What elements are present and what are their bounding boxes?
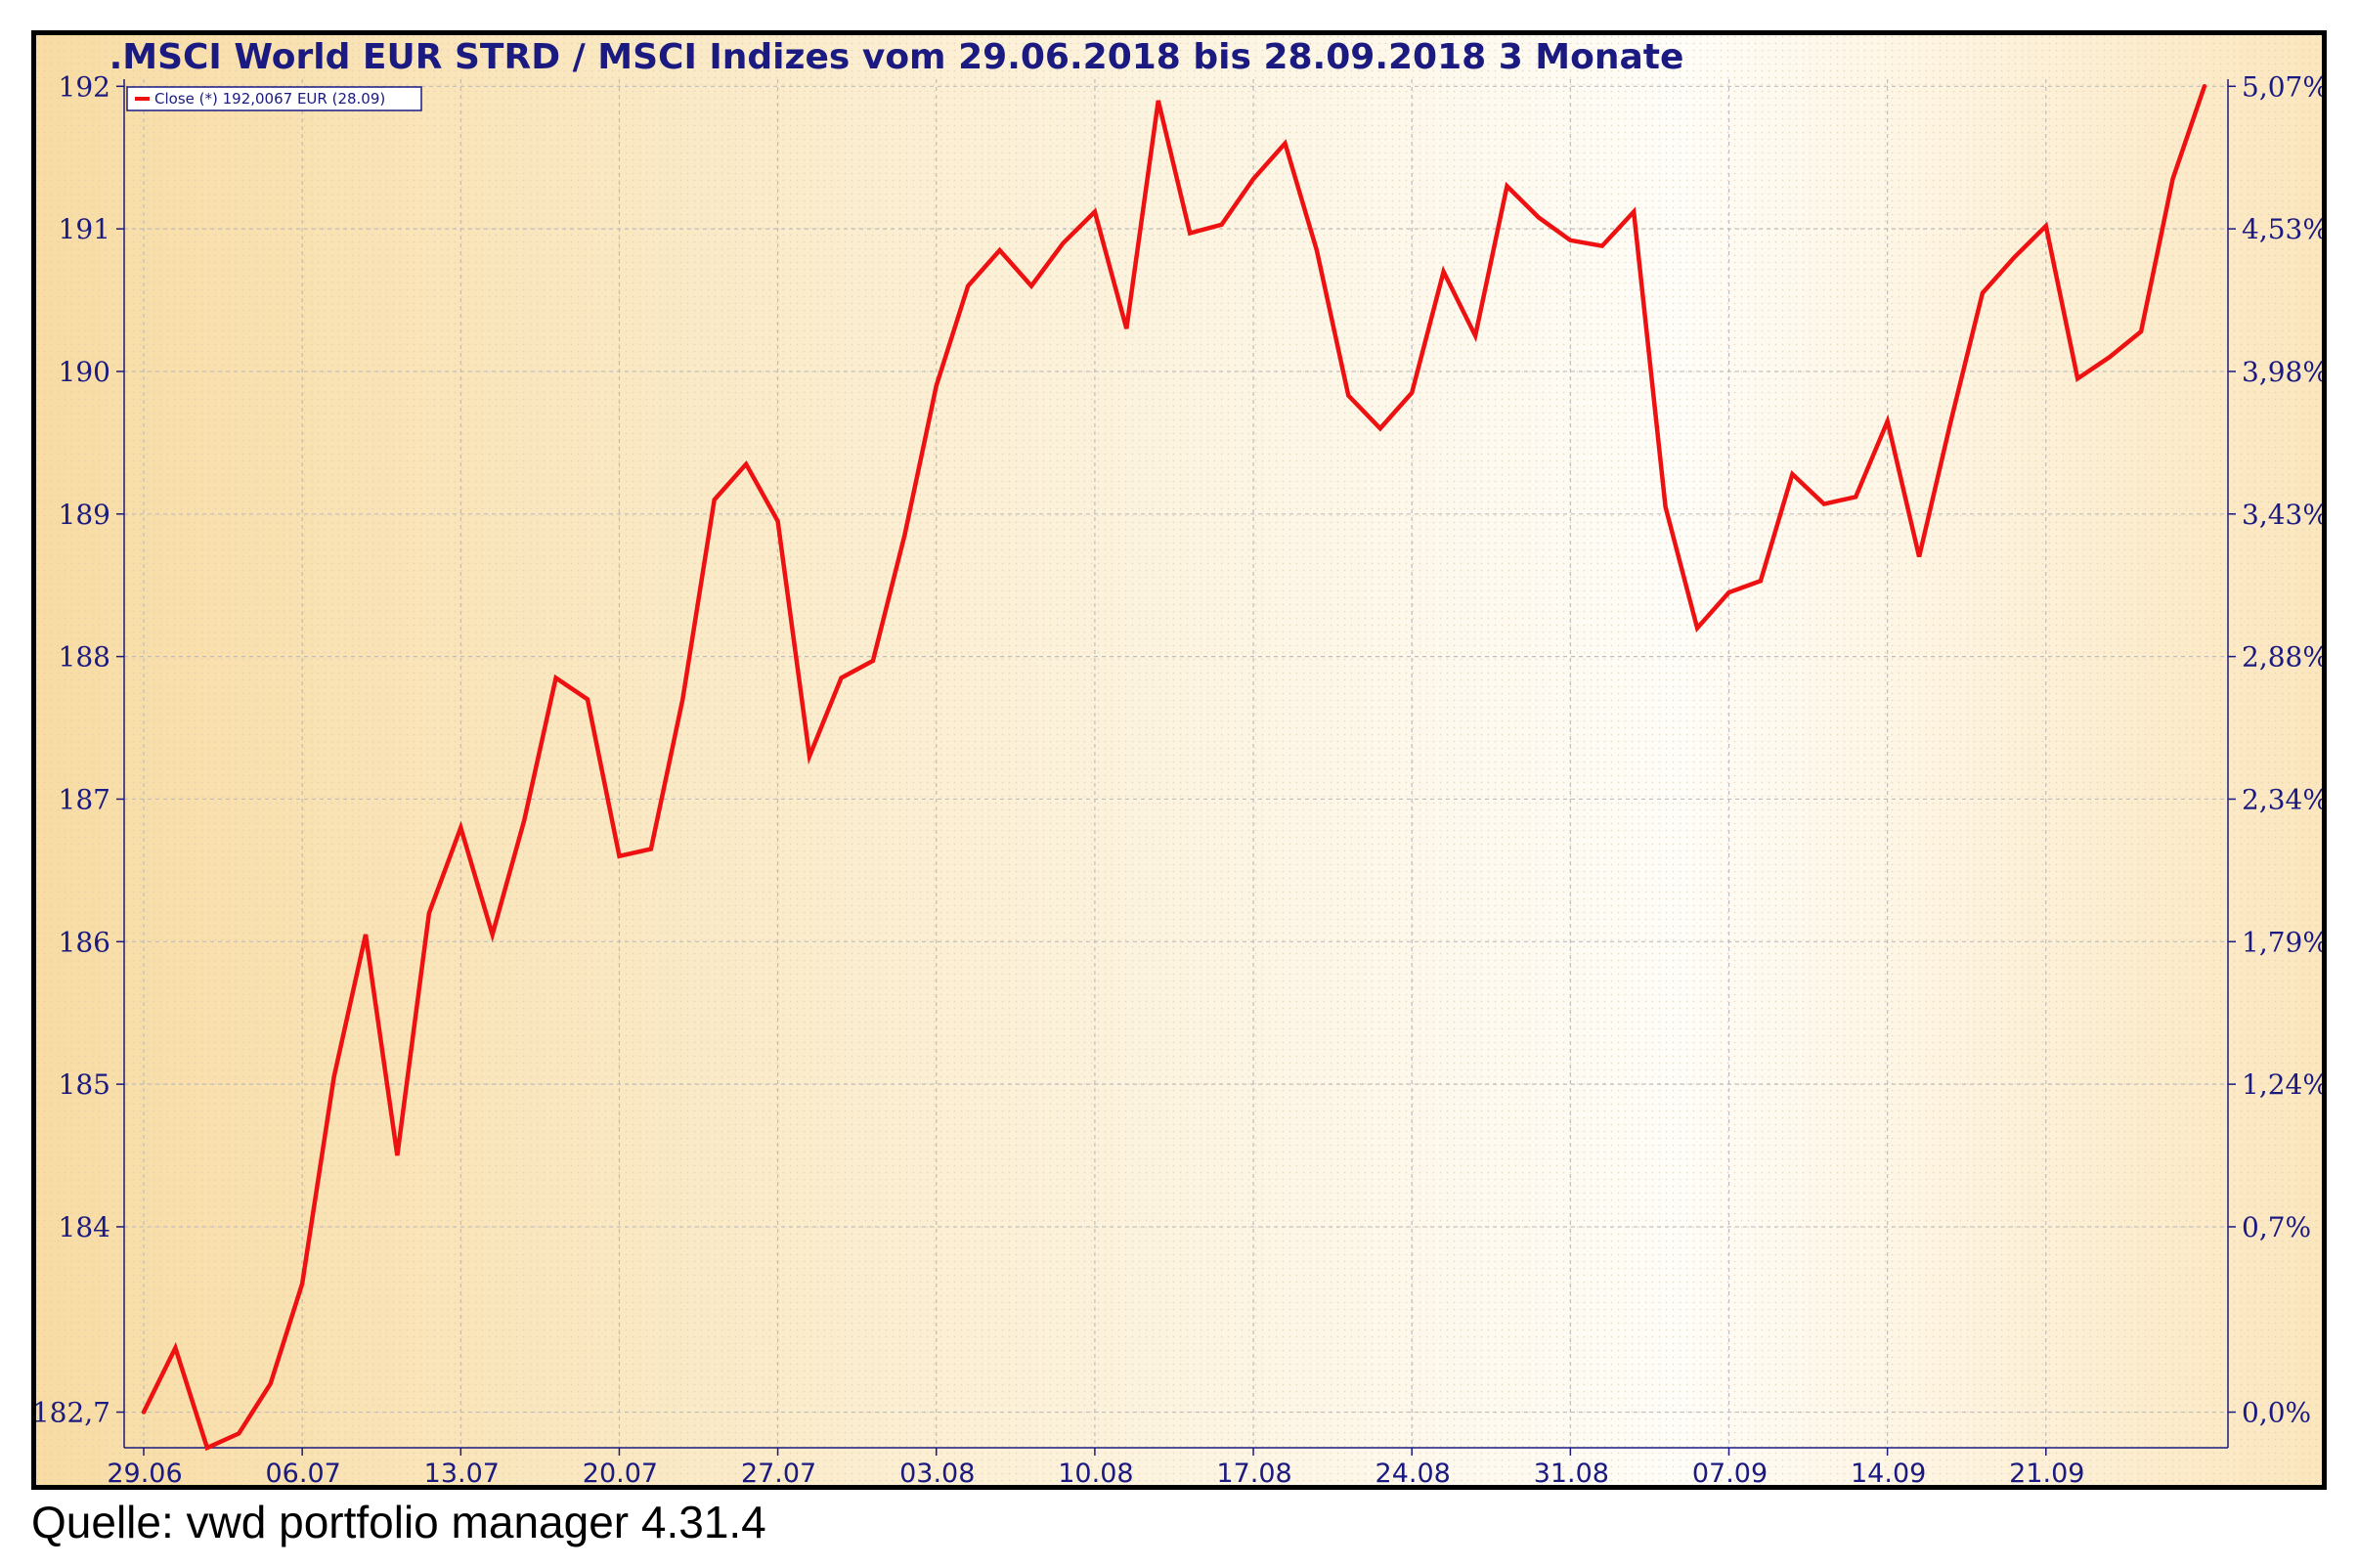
legend: Close (*) 192,0067 EUR (28.09)	[126, 86, 422, 111]
y-left-tick-label: 186	[59, 926, 110, 958]
y-right-tick-label: 2,88%	[2242, 641, 2322, 674]
chart-title: .MSCI World EUR STRD / MSCI Indizes vom …	[109, 37, 1684, 77]
x-tick-label: 10.08	[1058, 1459, 1133, 1485]
series-line-close	[141, 84, 2207, 1452]
x-tick-label: 13.07	[424, 1459, 500, 1485]
y-right-tick-label: 3,98%	[2242, 356, 2322, 388]
y-right-tick-label: 0,0%	[2242, 1397, 2311, 1429]
y-left-tick-label: 187	[59, 783, 110, 815]
x-tick-label: 29.06	[107, 1459, 182, 1485]
x-tick-label: 17.08	[1216, 1459, 1291, 1485]
y-left-tick-label: 190	[59, 356, 110, 388]
tick-labels: 182,7 0,0% 184 0,7% 185 1,24% 186 1,79% 187 2,34%…	[36, 70, 2322, 1485]
x-tick-label: 20.07	[583, 1459, 658, 1485]
y-left-tick-label: 192	[59, 70, 110, 103]
x-tick-label: 03.08	[899, 1459, 975, 1485]
y-left-tick-label: 188	[59, 641, 110, 674]
y-left-tick-label: 184	[59, 1211, 110, 1243]
x-tick-label: 06.07	[266, 1459, 341, 1485]
y-left-tick-label: 182,7	[36, 1397, 110, 1429]
y-right-tick-label: 3,43%	[2242, 499, 2322, 531]
y-right-tick-label: 5,07%	[2242, 70, 2322, 103]
x-tick-label: 07.09	[1692, 1459, 1768, 1485]
axes	[116, 79, 2236, 1456]
x-tick-label: 27.07	[741, 1459, 816, 1485]
y-right-tick-label: 2,34%	[2242, 783, 2322, 815]
y-right-tick-label: 1,79%	[2242, 926, 2322, 958]
source-caption: Quelle: vwd portfolio manager 4.31.4	[31, 1497, 766, 1547]
chart-texture	[36, 35, 2322, 1485]
y-left-tick-label: 185	[59, 1068, 110, 1101]
x-tick-label: 31.08	[1534, 1459, 1609, 1485]
y-right-tick-label: 1,24%	[2242, 1068, 2322, 1101]
y-left-tick-label: 191	[59, 213, 110, 245]
x-tick-label: 14.09	[1851, 1459, 1926, 1485]
y-right-tick-label: 0,7%	[2242, 1211, 2311, 1243]
line-chart: .MSCI World EUR STRD / MSCI Indizes vom …	[36, 35, 2322, 1485]
y-right-tick-label: 4,53%	[2242, 213, 2322, 245]
grid-lines	[124, 79, 2228, 1448]
y-left-tick-label: 189	[59, 499, 110, 531]
legend-label: Close (*) 192,0067 EUR (28.09)	[154, 90, 385, 108]
chart-frame: .MSCI World EUR STRD / MSCI Indizes vom …	[31, 30, 2327, 1490]
legend-box	[126, 86, 422, 111]
x-tick-label: 24.08	[1376, 1459, 1451, 1485]
series-layer	[141, 84, 2207, 1452]
x-tick-label: 21.09	[2009, 1459, 2084, 1485]
